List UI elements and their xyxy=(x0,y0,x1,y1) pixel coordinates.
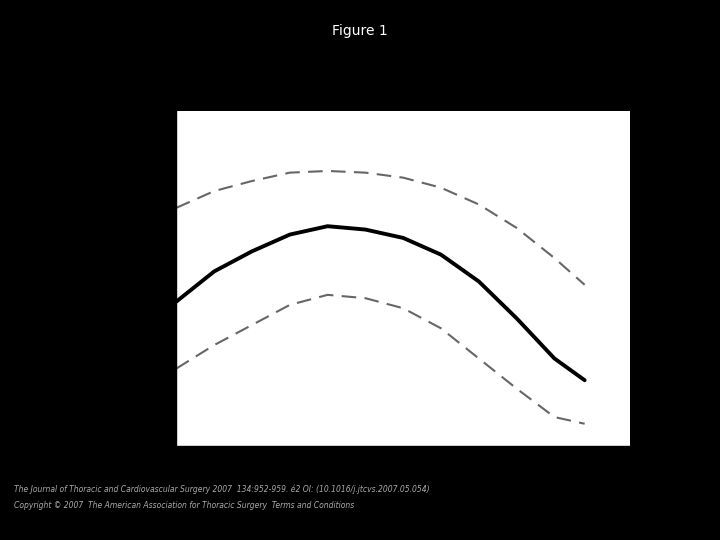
Text: Copyright © 2007  The American Association for Thoracic Surgery  Terms and Condi: Copyright © 2007 The American Associatio… xyxy=(14,501,355,510)
Text: The Journal of Thoracic and Cardiovascular Surgery 2007  134:952-959. é2 OI: (10: The Journal of Thoracic and Cardiovascul… xyxy=(14,484,430,494)
X-axis label: CPR duration (minutes): CPR duration (minutes) xyxy=(294,477,513,495)
Y-axis label: Probability of unfavorable outcome: Probability of unfavorable outcome xyxy=(127,156,140,401)
Text: Figure 1: Figure 1 xyxy=(332,24,388,38)
